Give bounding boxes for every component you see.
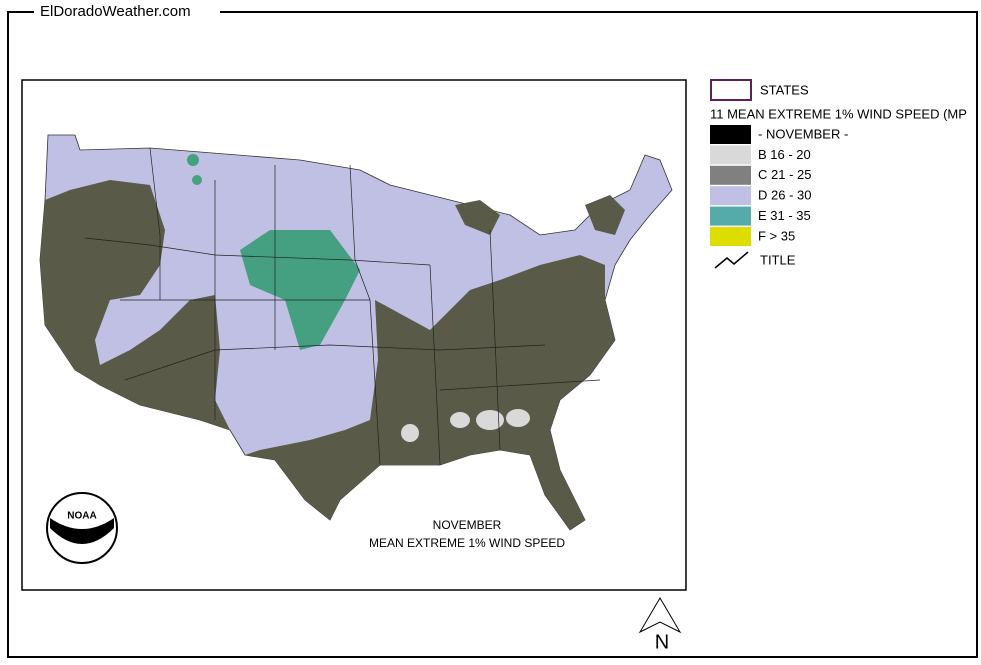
map-caption: NOVEMBER bbox=[433, 518, 502, 532]
low-wind-spot bbox=[506, 409, 530, 427]
michigan-patch bbox=[455, 200, 500, 235]
central-high-region bbox=[240, 230, 360, 350]
southeast-region bbox=[245, 255, 615, 530]
low-wind-spot bbox=[450, 412, 470, 428]
noaa-logo: NOAA bbox=[46, 492, 118, 564]
legend-swatch bbox=[710, 186, 751, 206]
legend-label: E 31 - 35 bbox=[758, 208, 811, 223]
logo-bird bbox=[50, 518, 114, 544]
legend-swatch bbox=[710, 145, 751, 165]
title-icon bbox=[714, 251, 749, 269]
compass-arrow bbox=[638, 597, 682, 634]
montana-spot bbox=[192, 175, 202, 185]
low-wind-spot bbox=[476, 410, 504, 430]
legend-label: STATES bbox=[760, 82, 809, 97]
title-bg bbox=[34, 2, 220, 22]
low-wind-spot bbox=[401, 424, 419, 442]
state-lines bbox=[84, 147, 601, 466]
west-region bbox=[40, 180, 230, 430]
legend-swatch bbox=[710, 227, 751, 246]
map-caption: MEAN EXTREME 1% WIND SPEED bbox=[369, 536, 565, 550]
legend-label: F > 35 bbox=[758, 228, 795, 243]
legend-label: TITLE bbox=[760, 252, 796, 267]
site-title: ElDoradoWeather.com bbox=[40, 3, 191, 20]
us-map bbox=[39, 134, 673, 531]
legend-label: B 16 - 20 bbox=[758, 147, 811, 162]
compass-north: N bbox=[655, 631, 669, 653]
logo-circle bbox=[46, 492, 118, 564]
compass: N bbox=[638, 597, 682, 653]
legend-swatch bbox=[710, 125, 751, 144]
legend: STATES 11 MEAN EXTREME 1% WIND SPEED (MP… bbox=[710, 79, 967, 269]
states-swatch bbox=[710, 79, 752, 101]
legend-swatch bbox=[710, 206, 751, 226]
legend-label: C 21 - 25 bbox=[758, 167, 811, 182]
legend-label: - NOVEMBER - bbox=[758, 126, 848, 141]
legend-layer: 11 MEAN EXTREME 1% WIND SPEED (MP bbox=[710, 106, 967, 121]
outer-frame bbox=[7, 11, 978, 658]
northeast-patch bbox=[585, 195, 625, 235]
logo-text: NOAA bbox=[67, 511, 96, 522]
legend-swatch bbox=[710, 165, 751, 185]
legend-label: D 26 - 30 bbox=[758, 188, 811, 203]
montana-spot bbox=[187, 154, 199, 166]
